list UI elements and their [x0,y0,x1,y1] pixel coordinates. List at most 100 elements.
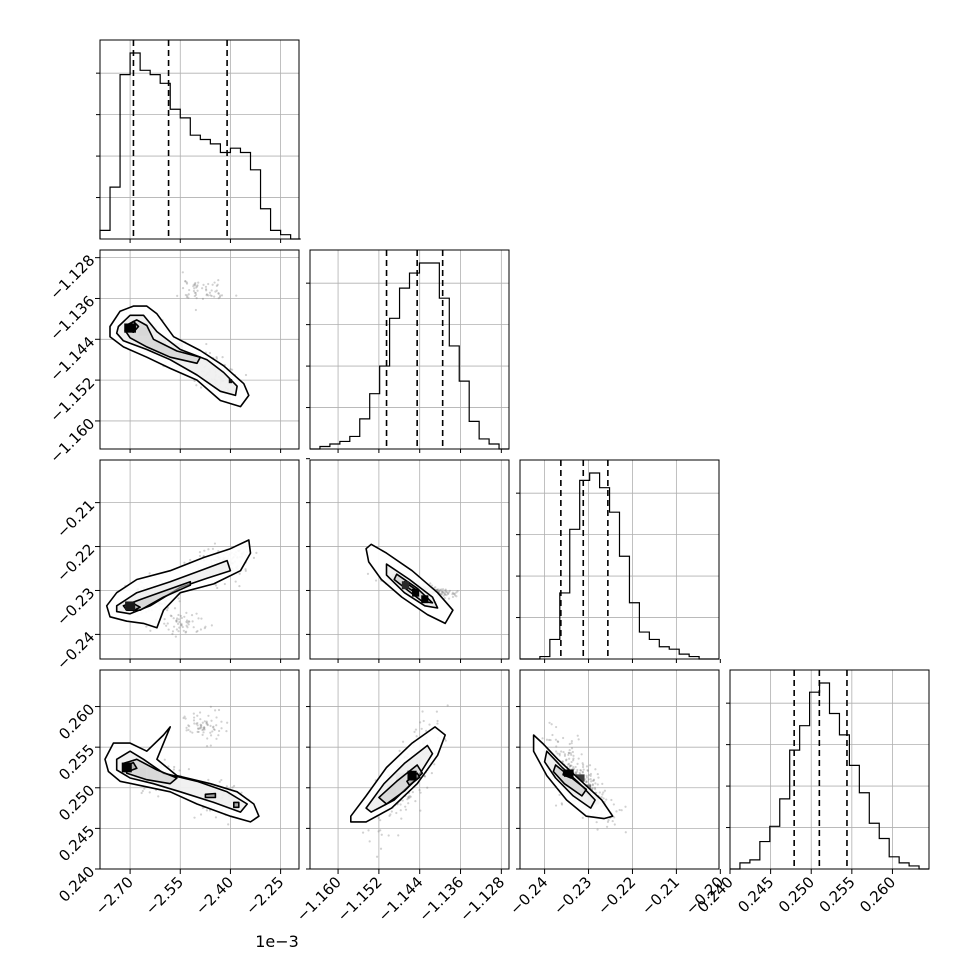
scatter-point [195,286,198,289]
scatter-point [212,728,216,731]
scatter-point [200,617,203,620]
scatter-point [215,289,218,292]
hist-panel-1 [306,249,510,450]
scatter-point [178,626,181,629]
scatter-point [603,789,607,792]
scatter-point [560,750,563,753]
scatter-point [148,791,151,794]
y-tick-label: −1.136 [46,292,98,344]
panel-p31 [309,669,510,870]
scatter-point [201,297,205,300]
scatter-point [205,293,209,296]
scatter-point [443,596,446,600]
hist-panel-3 [726,669,930,870]
scatter-point [374,579,378,582]
scatter-point [167,765,170,768]
scatter-point [238,585,241,588]
scatter-point [185,619,189,622]
scatter-point [188,620,191,623]
scatter-point [176,294,179,297]
scatter-point [182,716,185,720]
scatter-point [184,280,187,283]
scatter-point [202,731,205,734]
scatter-point [206,723,209,726]
scatter-point [200,726,203,729]
scatter-point [389,813,392,816]
scatter-point [186,294,189,297]
panel-inner [100,670,299,869]
scatter-point [217,291,220,295]
scatter-point [555,725,558,729]
scatter-point [433,763,436,766]
scatter-point [581,762,584,765]
panel-inner [100,250,299,449]
scatter-point [606,820,610,824]
scatter-point [430,584,434,587]
scatter-point [196,714,199,717]
scatter-point [185,281,188,284]
scatter-point [447,592,450,595]
scatter-point [562,736,565,740]
scatter-point [413,730,416,733]
scatter-point [455,595,458,598]
scatter-point [456,590,459,593]
scatter-point [198,711,202,714]
scatter-point [415,735,418,738]
scatter-point [423,775,427,778]
scatter-point [194,291,197,295]
x-tick-label: 0.250 [775,873,818,916]
scatter-point [211,730,214,733]
x-tick-label: −2.40 [192,873,237,918]
histogram-step [99,52,301,240]
scatter-point [178,620,181,624]
scatter-point [196,284,199,287]
scatter-point [557,740,560,743]
scatter-point [572,759,575,762]
scatter-point [201,806,204,809]
density-peak [401,581,409,590]
density-peak [421,595,429,604]
scatter-point [446,704,449,707]
scatter-point [195,297,198,300]
scatter-point [194,293,198,296]
scatter-point [428,723,431,726]
x-tick-label: 0.260 [856,873,899,916]
panel-frame [309,459,510,660]
scatter-point [171,630,175,633]
scatter-point [570,760,573,764]
scatter-point [437,588,440,591]
scatter-point [551,733,554,737]
scatter-point [418,788,421,792]
scatter-point [442,594,445,597]
scatter-point [455,591,458,594]
scatter-point [205,294,208,297]
scatter-point [444,739,447,742]
scatter-point [390,810,393,813]
scatter-point [443,591,446,594]
scatter-point [214,816,218,819]
panel-bg [310,460,509,659]
scatter-point [409,795,412,798]
scatter-point [430,772,433,775]
scatter-point [445,590,449,594]
scatter-point [563,753,567,756]
scatter-point [587,778,590,781]
panel-inner [310,460,509,659]
scatter-point [225,730,228,733]
scatter-point [211,283,214,286]
scatter-point [208,291,212,294]
scatter-point [187,728,190,731]
density-peak [407,770,417,781]
scatter-point [578,771,581,774]
panel-p20 [99,459,300,660]
scatter-point [212,725,215,728]
scatter-point [189,558,192,562]
y-tick-label: 0.250 [55,781,98,824]
scatter-point [601,782,604,785]
scatter-point [446,592,449,595]
panel-frame [519,669,720,870]
scatter-point [199,718,202,721]
scatter-point [611,819,614,823]
x-tick-label: −0.24 [506,873,551,918]
scatter-point [205,745,209,748]
